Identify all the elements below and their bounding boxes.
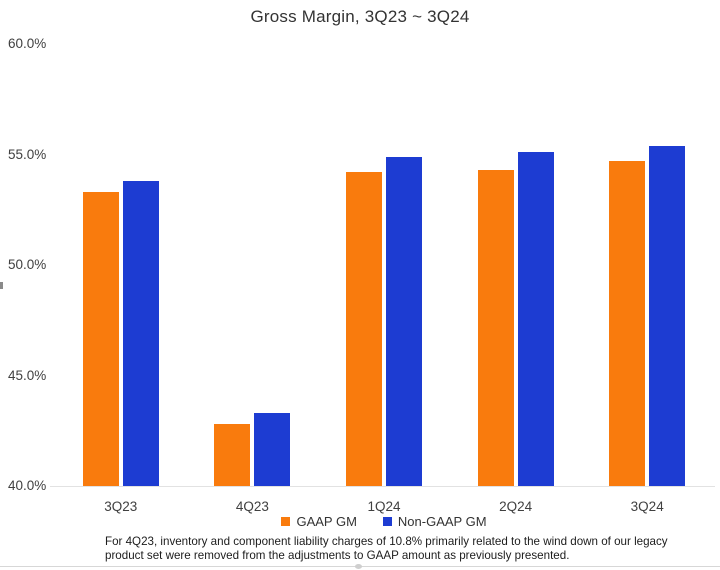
bar-non-gaap-gm-3q23 xyxy=(122,181,159,486)
resize-handle-dot xyxy=(355,564,362,569)
x-axis-line xyxy=(50,486,715,487)
footnote-line-2: product set were removed from the adjust… xyxy=(105,549,570,562)
x-axis-tick-3q24: 3Q24 xyxy=(630,499,664,514)
bar-non-gaap-gm-3q24 xyxy=(649,145,686,486)
bar-non-gaap-gm-2q24 xyxy=(517,152,554,486)
legend: GAAP GM Non-GAAP GM xyxy=(55,512,713,530)
y-axis-tick-60: 60.0% xyxy=(8,36,47,51)
y-axis-tick-40: 40.0% xyxy=(8,478,47,493)
legend-swatch-gaap-gm xyxy=(281,516,291,526)
bar-gaap-gm-1q24 xyxy=(346,172,382,486)
bar-gaap-gm-3q23 xyxy=(82,192,119,486)
y-axis-tick-55: 55.0% xyxy=(8,146,47,162)
y-axis-title-fragment xyxy=(0,282,3,289)
bar-non-gaap-gm-4q23 xyxy=(254,413,291,486)
legend-item-non-gaap-gm: Non-GAAP GM xyxy=(382,513,487,529)
footnote: For 4Q23, inventory and component liabil… xyxy=(105,535,671,563)
bar-gaap-gm-2q24 xyxy=(477,169,514,486)
bar-gaap-gm-4q23 xyxy=(214,424,251,486)
chart-title: Gross Margin, 3Q23 ~ 3Q24 xyxy=(250,7,470,26)
footnote-line-1: For 4Q23, inventory and component liabil… xyxy=(105,535,668,548)
bar-gaap-gm-3q24 xyxy=(609,161,646,486)
legend-label-non-gaap-gm: Non-GAAP GM xyxy=(397,513,487,529)
y-axis-tick-50: 50.0% xyxy=(8,257,47,272)
x-axis-tick-1q24: 1Q24 xyxy=(367,499,401,514)
x-axis-tick-4q23: 4Q23 xyxy=(235,499,269,514)
bar-non-gaap-gm-1q24 xyxy=(386,156,422,486)
x-axis-tick-3q23: 3Q23 xyxy=(104,499,138,514)
legend-item-gaap-gm: GAAP GM xyxy=(281,513,357,529)
legend-label-gaap-gm: GAAP GM xyxy=(296,513,357,529)
legend-swatch-non-gaap-gm xyxy=(382,516,392,526)
x-axis-tick-2q24: 2Q24 xyxy=(499,499,533,514)
y-axis-tick-45: 45.0% xyxy=(8,367,47,383)
